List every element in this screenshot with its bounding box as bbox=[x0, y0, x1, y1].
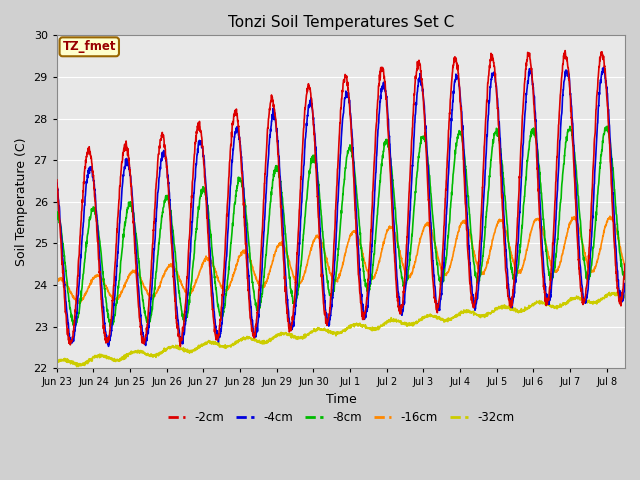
-16cm bbox=[534, 216, 541, 221]
-2cm bbox=[86, 149, 94, 155]
-2cm bbox=[602, 78, 609, 84]
-4cm bbox=[105, 344, 113, 349]
-2cm bbox=[621, 261, 629, 267]
-32cm bbox=[53, 360, 61, 366]
Title: Tonzi Soil Temperatures Set C: Tonzi Soil Temperatures Set C bbox=[228, 15, 454, 30]
-16cm bbox=[344, 239, 352, 244]
-32cm bbox=[612, 289, 620, 295]
-4cm bbox=[600, 65, 608, 71]
-8cm bbox=[106, 324, 114, 329]
-8cm bbox=[53, 212, 61, 217]
-32cm bbox=[426, 311, 434, 317]
-8cm bbox=[602, 128, 609, 133]
-16cm bbox=[602, 224, 609, 229]
-16cm bbox=[53, 279, 61, 285]
-8cm bbox=[534, 150, 541, 156]
-16cm bbox=[86, 282, 94, 288]
-2cm bbox=[409, 114, 417, 120]
-16cm bbox=[621, 263, 629, 269]
Legend: -2cm, -4cm, -8cm, -16cm, -32cm: -2cm, -4cm, -8cm, -16cm, -32cm bbox=[163, 407, 519, 429]
-32cm bbox=[602, 295, 609, 300]
Line: -16cm: -16cm bbox=[57, 216, 625, 303]
-4cm bbox=[344, 90, 352, 96]
-4cm bbox=[621, 285, 629, 291]
-2cm bbox=[344, 90, 352, 96]
-32cm bbox=[86, 357, 94, 362]
X-axis label: Time: Time bbox=[326, 393, 356, 406]
-2cm bbox=[53, 177, 61, 183]
-32cm bbox=[534, 300, 541, 306]
-4cm bbox=[86, 167, 94, 172]
-4cm bbox=[53, 185, 61, 191]
-4cm bbox=[602, 80, 609, 86]
-4cm bbox=[409, 158, 417, 164]
-2cm bbox=[534, 178, 541, 183]
-8cm bbox=[86, 215, 94, 220]
-16cm bbox=[606, 213, 614, 219]
Line: -32cm: -32cm bbox=[57, 292, 625, 367]
-32cm bbox=[73, 364, 81, 370]
-4cm bbox=[534, 162, 541, 168]
-8cm bbox=[409, 221, 417, 227]
-16cm bbox=[409, 267, 417, 273]
-4cm bbox=[426, 210, 434, 216]
-32cm bbox=[344, 324, 352, 330]
Line: -2cm: -2cm bbox=[57, 50, 625, 347]
-8cm bbox=[344, 147, 352, 153]
-8cm bbox=[426, 183, 434, 189]
-32cm bbox=[621, 295, 629, 300]
Line: -8cm: -8cm bbox=[57, 126, 625, 326]
Y-axis label: Soil Temperature (C): Soil Temperature (C) bbox=[15, 137, 28, 266]
-2cm bbox=[177, 344, 184, 349]
-8cm bbox=[621, 276, 629, 282]
-16cm bbox=[75, 300, 83, 306]
Line: -4cm: -4cm bbox=[57, 68, 625, 347]
-2cm bbox=[426, 231, 434, 237]
-2cm bbox=[561, 48, 569, 53]
Text: TZ_fmet: TZ_fmet bbox=[63, 40, 116, 53]
-32cm bbox=[409, 323, 417, 329]
-16cm bbox=[426, 225, 434, 230]
-8cm bbox=[604, 123, 611, 129]
